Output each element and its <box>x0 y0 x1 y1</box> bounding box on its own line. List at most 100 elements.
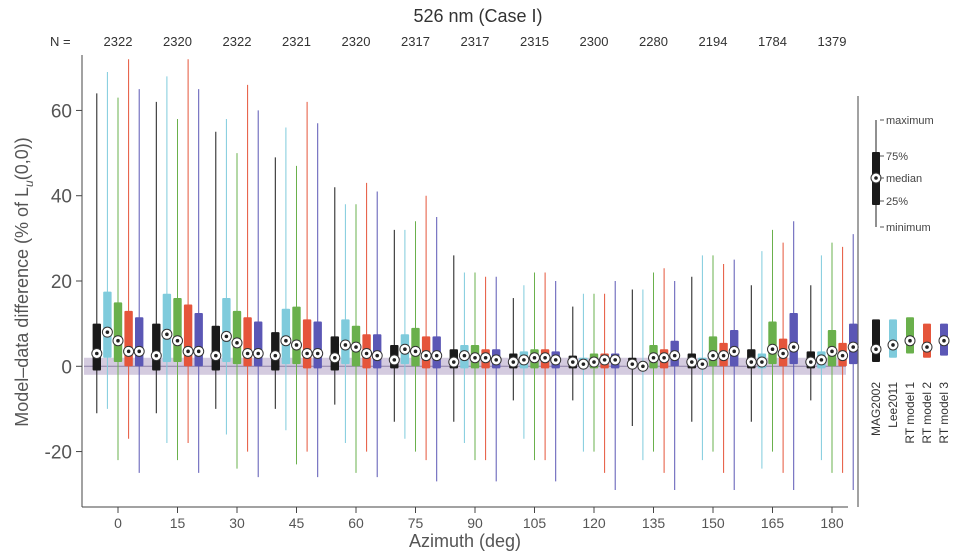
median-dot <box>224 334 229 339</box>
median-marker <box>718 350 730 362</box>
y-axis-label: Model–data difference (% of Lu(0,0)) <box>12 137 36 427</box>
median-marker <box>826 345 838 357</box>
legend-item-rt-model-2: RT model 2 <box>920 323 934 444</box>
median-marker <box>550 354 562 366</box>
chart-title: 526 nm (Case I) <box>413 6 542 26</box>
y-tick-label: -20 <box>45 443 72 464</box>
box-rt-model-3 <box>312 123 324 478</box>
median-dot <box>840 353 845 358</box>
box-mag2002 <box>686 276 698 422</box>
x-tick-label: 30 <box>229 515 245 531</box>
median-marker <box>231 337 243 349</box>
median-dot <box>256 351 261 356</box>
median-marker <box>420 350 432 362</box>
legend-item-rt-model-3: RT model 3 <box>937 323 951 444</box>
box-rt-model-2 <box>718 263 730 473</box>
box-rt-model-2 <box>599 293 611 473</box>
median-marker <box>399 343 411 355</box>
legend-median-marker <box>904 335 916 347</box>
box-rt-model-1 <box>410 221 421 452</box>
median-marker <box>112 335 124 347</box>
median-dot <box>392 358 397 362</box>
iqr-box <box>124 310 133 367</box>
box-rt-model-2 <box>539 272 551 461</box>
median-dot <box>874 176 878 180</box>
n-value-label: 2321 <box>282 34 311 49</box>
box-mag2002 <box>91 93 103 414</box>
median-dot <box>175 338 180 343</box>
iqr-box <box>152 323 161 371</box>
median-marker <box>210 350 222 362</box>
box-lee2011 <box>458 272 470 444</box>
box-rt-model-3 <box>371 191 383 478</box>
x-tick-label: 120 <box>582 515 606 531</box>
median-dot <box>700 362 705 366</box>
median-dot <box>819 358 824 362</box>
box-lee2011 <box>399 229 411 439</box>
box-rt-model-1 <box>767 229 778 452</box>
iqr-box <box>183 304 193 367</box>
median-marker <box>388 354 400 366</box>
median-dot <box>315 351 320 356</box>
median-dot <box>294 343 299 347</box>
median-dot <box>354 345 358 349</box>
median-marker <box>448 356 460 368</box>
box-lee2011 <box>577 293 589 452</box>
iqr-box <box>162 293 172 363</box>
median-dot <box>532 355 537 360</box>
iqr-box <box>254 321 263 367</box>
median-marker <box>577 358 589 370</box>
median-marker <box>431 350 443 362</box>
y-tick-label: 60 <box>51 101 72 122</box>
iqr-box <box>103 291 112 358</box>
box-mag2002 <box>448 255 460 422</box>
x-tick-label: 60 <box>348 515 364 531</box>
x-axis-label: Azimuth (deg) <box>409 531 521 551</box>
median-dot <box>760 360 764 364</box>
median-dot <box>452 360 456 364</box>
median-marker <box>588 356 600 368</box>
y-axis-label-subscript: u <box>22 180 36 187</box>
box-rt-model-2 <box>420 195 432 461</box>
median-marker <box>518 354 530 366</box>
box-key-panel: maximum 75% median 25% minimum <box>857 96 934 507</box>
n-value-label: 2300 <box>580 34 609 49</box>
n-value-label: 2320 <box>342 34 371 49</box>
iqr-box <box>789 312 798 365</box>
median-marker <box>756 356 768 368</box>
box-rt-model-1 <box>231 153 243 469</box>
n-value-label: 2320 <box>163 34 192 49</box>
legend: MAG2002 Lee2011 RT model 1 RT model 2 RT mod… <box>869 317 951 444</box>
iqr-box <box>768 321 777 365</box>
y-tick-label: 0 <box>61 357 72 378</box>
box-rt-model-3 <box>847 234 859 490</box>
n-value-label: 2194 <box>699 34 728 49</box>
median-marker <box>329 352 341 364</box>
n-prefix: N = <box>50 34 71 49</box>
median-dot <box>245 351 250 356</box>
median-dot <box>165 332 169 337</box>
median-marker <box>805 356 817 368</box>
median-dot <box>235 341 239 345</box>
median-marker <box>745 356 757 368</box>
median-marker <box>648 352 659 364</box>
median-marker <box>301 347 313 359</box>
median-dot <box>732 349 736 354</box>
median-dot <box>602 358 607 362</box>
box-lee2011 <box>280 127 292 431</box>
legend-median-marker <box>938 335 950 347</box>
box-rt-model-2 <box>123 59 135 439</box>
legend-label: MAG2002 <box>869 382 883 436</box>
median-dot <box>116 338 120 343</box>
median-dot <box>592 360 596 364</box>
key-maximum-label: maximum <box>886 115 934 127</box>
key-median-marker <box>870 172 882 184</box>
y-axis-label-main: Model–data difference (% of L <box>12 187 32 427</box>
median-marker <box>669 350 681 362</box>
box-rt-model-1 <box>588 293 600 452</box>
box-mag2002 <box>507 298 519 401</box>
legend-median-marker <box>921 341 933 353</box>
box-mag2002 <box>210 131 222 409</box>
median-marker <box>490 354 502 366</box>
